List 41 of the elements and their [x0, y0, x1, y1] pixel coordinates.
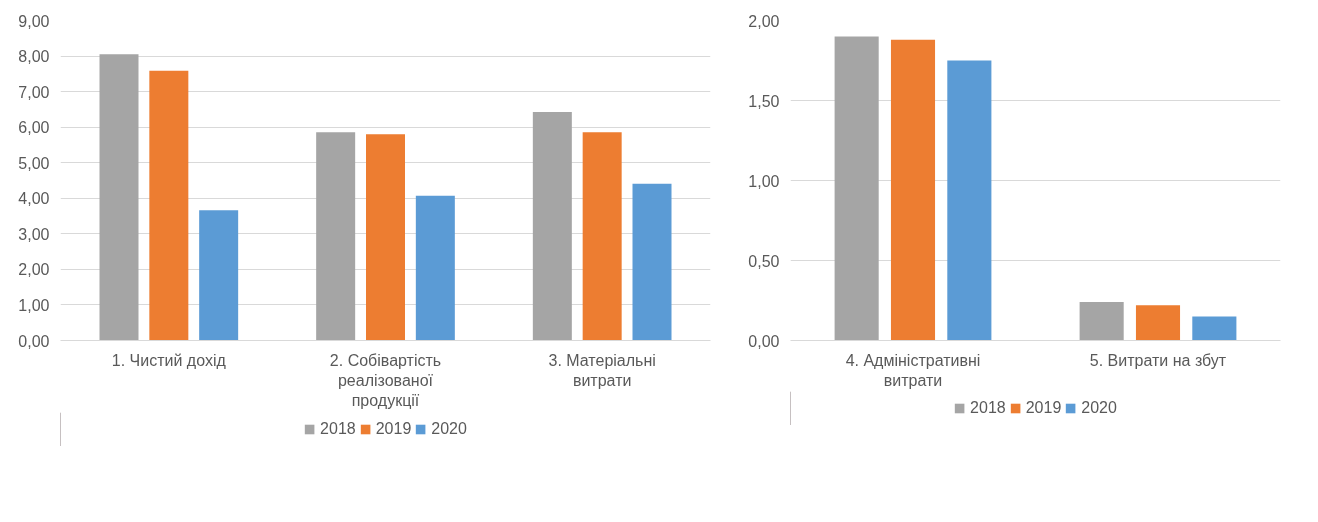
- y-tick-label: 4,00: [18, 190, 50, 208]
- y-tick-label: 0,00: [748, 332, 780, 350]
- bar: [834, 36, 879, 341]
- y-tick-label: 0,50: [748, 252, 780, 270]
- bar: [99, 54, 139, 341]
- bar: [582, 132, 622, 341]
- bar: [316, 132, 356, 341]
- y-tick-label: 7,00: [18, 83, 50, 101]
- bar: [632, 183, 672, 341]
- x-tick-label: 4. Адміністративні витрати: [845, 351, 981, 389]
- legend-label: 2018: [970, 399, 1006, 417]
- legend-label: 2020: [431, 420, 467, 438]
- y-tick-label: 1,50: [748, 92, 780, 110]
- bar: [149, 70, 189, 341]
- bar: [1079, 302, 1124, 341]
- bar: [366, 134, 405, 341]
- y-tick-label: 5,00: [18, 154, 50, 172]
- bar: [1135, 305, 1181, 341]
- bar: [1192, 316, 1237, 341]
- legend-label: 2020: [1081, 399, 1117, 417]
- x-tick-label: 5. Витрати на збут: [1089, 351, 1227, 369]
- x-tick-label: 2. Собівартість реалізованої продукції: [329, 351, 442, 410]
- y-tick-label: 0,00: [18, 332, 50, 350]
- y-tick-label: 6,00: [18, 119, 50, 137]
- y-tick-label: 1,00: [748, 172, 780, 190]
- y-tick-label: 8,00: [18, 48, 50, 66]
- legend-label: 2018: [320, 420, 356, 438]
- bar: [890, 39, 936, 341]
- bar: [199, 210, 239, 341]
- legend-label: 2019: [1025, 399, 1062, 417]
- x-tick-label: 1. Чистий дохід: [111, 351, 227, 369]
- bar: [415, 195, 455, 341]
- x-tick-label: 3. Матеріальні витрати: [548, 351, 656, 389]
- y-tick-label: 3,00: [18, 225, 50, 243]
- legend-label: 2019: [375, 420, 412, 438]
- y-tick-label: 9,00: [18, 12, 50, 30]
- bar: [532, 111, 572, 341]
- y-tick-label: 2,00: [18, 261, 50, 279]
- bar: [947, 60, 992, 341]
- y-tick-label: 1,00: [18, 296, 50, 314]
- y-tick-label: 2,00: [748, 12, 780, 30]
